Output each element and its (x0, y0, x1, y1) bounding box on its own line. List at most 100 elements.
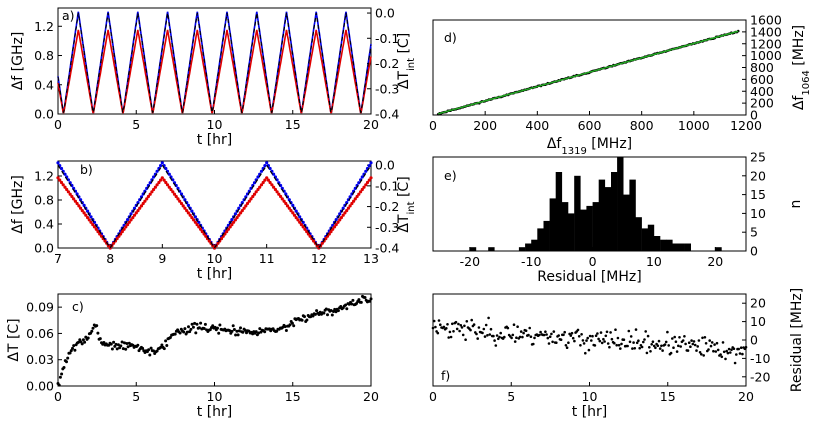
data-point (476, 337, 480, 340)
data-point (339, 305, 343, 308)
data-point (720, 355, 724, 359)
x-tick-label: 10 (207, 117, 223, 132)
series-point (86, 209, 90, 213)
series-point (279, 194, 283, 199)
series-point (301, 225, 305, 229)
series-point (68, 192, 72, 196)
data-point (591, 334, 594, 338)
data-point (620, 342, 623, 346)
series-point (155, 183, 159, 187)
y-tick-right-label: 1600 (750, 13, 782, 28)
series-point (360, 187, 364, 192)
data-point (351, 298, 355, 302)
data-point (683, 335, 686, 338)
series-point (157, 180, 161, 185)
panel-b: 7 8 9 10 11 12 13 0.0 0.4 0.8 1.2 0.0 -0.1 -0.2 -0.3 -0… (10, 158, 417, 282)
data-point (494, 344, 498, 347)
series-point (56, 176, 60, 180)
data-point (529, 335, 533, 339)
y-tick-right-label: 0.0 (375, 158, 395, 173)
data-point (679, 345, 682, 348)
y-tick-right-label: 600 (750, 72, 774, 87)
series-point (193, 220, 197, 224)
data-point (303, 315, 306, 319)
data-point (178, 331, 182, 335)
data-point (95, 324, 99, 328)
x-tick-label: 9 (158, 251, 166, 266)
data-point (580, 333, 583, 336)
data-point (735, 353, 738, 356)
data-point (368, 299, 372, 303)
data-point (329, 309, 333, 312)
data-point (664, 340, 668, 344)
y-tick-right-label: -10 (750, 351, 770, 366)
data-point (363, 296, 367, 299)
series-point (171, 190, 175, 194)
data-point (614, 328, 617, 332)
y-axis-label-right: ΔTint [C] (396, 176, 417, 232)
data-point (65, 360, 68, 364)
data-point (635, 341, 639, 345)
panel-label: e) (444, 168, 457, 183)
series-point (120, 230, 124, 234)
series-point (287, 206, 291, 210)
data-point (235, 329, 239, 333)
data-point (557, 334, 560, 337)
data-point (544, 330, 547, 334)
data-point (330, 313, 334, 317)
data-point (567, 341, 570, 345)
data-point (619, 347, 622, 350)
y-axis-label: Δf [GHz] (10, 32, 26, 91)
data-point (586, 336, 589, 340)
data-point (236, 333, 240, 337)
series-point (122, 227, 126, 231)
data-point (725, 349, 728, 353)
data-point (666, 330, 669, 334)
series-point (284, 201, 288, 206)
series-point (298, 215, 302, 219)
data-point (305, 318, 309, 322)
data-point (584, 351, 587, 355)
data-point (77, 340, 80, 344)
data-point (254, 330, 258, 334)
series-point (232, 220, 236, 224)
data-point (503, 335, 506, 339)
plot-frame (57, 160, 372, 249)
series-point (86, 216, 90, 220)
series-point (331, 227, 335, 231)
data-point (487, 316, 490, 320)
histogram-bar (684, 243, 691, 251)
data-point (538, 333, 541, 337)
data-point (211, 324, 215, 328)
x-tick-label: 15 (660, 389, 676, 404)
series-point (75, 192, 79, 196)
histogram-bar (604, 187, 612, 251)
data-point (91, 326, 95, 330)
series-point (172, 192, 177, 196)
data-point (68, 351, 72, 355)
x-tick-label: 10 (207, 389, 223, 404)
data-point (722, 350, 726, 354)
series-point (259, 183, 264, 187)
series-point (338, 218, 342, 222)
data-point (703, 336, 707, 339)
data-point (162, 347, 166, 351)
data-point (57, 383, 61, 387)
series-point (115, 237, 119, 241)
data-point (714, 350, 718, 353)
series-point (146, 194, 150, 199)
x-tick-label: 15 (285, 117, 301, 132)
data-point (218, 323, 222, 327)
data-point (645, 351, 649, 355)
x-tick-label: 1000 (678, 118, 710, 133)
series-point (341, 213, 345, 217)
series-point (261, 180, 265, 185)
series-point (134, 211, 138, 215)
data-point (183, 327, 187, 331)
y-tick-right-label: -0.3 (375, 81, 399, 96)
x-axis-label: t [hr] (197, 404, 233, 420)
y-tick-right-label: -0.1 (375, 178, 399, 193)
series-point (59, 166, 64, 171)
y-tick-right-label: 1200 (750, 36, 782, 51)
series-point (282, 199, 286, 203)
